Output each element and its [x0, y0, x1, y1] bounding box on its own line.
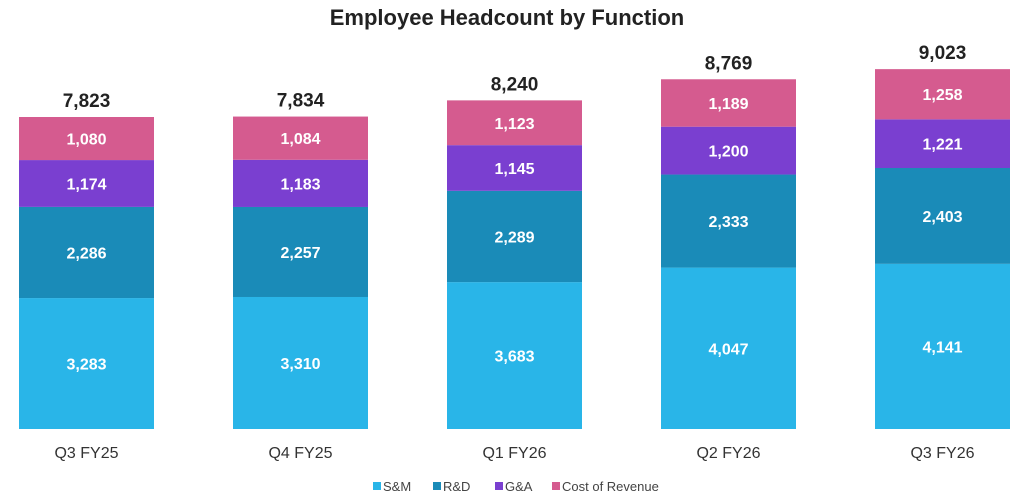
- segment-label: 2,333: [708, 214, 748, 231]
- bar-segment-cost-of-revenue: [661, 79, 796, 127]
- total-label: 8,240: [491, 74, 539, 95]
- segment-label: 2,286: [66, 245, 106, 262]
- bar-segment-r-d: [875, 168, 1010, 264]
- segment-label: 3,683: [494, 349, 534, 366]
- bar-segment-r-d: [661, 174, 796, 268]
- bar-segment-s-m: [661, 267, 796, 429]
- bar-segment-g-a: [233, 159, 368, 207]
- segment-label: 1,123: [494, 116, 534, 133]
- legend-label: Cost of Revenue: [562, 479, 659, 494]
- bar-segment-r-d: [447, 190, 582, 283]
- legend-label: S&M: [383, 479, 411, 494]
- segment-label: 1,084: [280, 131, 320, 148]
- bar-segment-g-a: [875, 119, 1010, 169]
- legend-swatch: [433, 482, 441, 490]
- segment-label: 2,289: [494, 229, 534, 246]
- bar-segment-s-m: [233, 296, 368, 429]
- segment-label: 1,174: [66, 176, 106, 193]
- category-label: Q3 FY25: [54, 445, 118, 462]
- category-label: Q4 FY25: [268, 445, 332, 462]
- bar-segment-g-a: [19, 160, 154, 207]
- legend: S&M R&D G&A Cost of Revenue: [373, 479, 659, 494]
- segment-label: 4,047: [708, 341, 748, 358]
- bar-segment-r-d: [19, 206, 154, 299]
- category-label: Q1 FY26: [482, 445, 546, 462]
- segment-label: 1,189: [708, 96, 748, 113]
- bar-segment-s-m: [875, 263, 1010, 429]
- legend-swatch: [495, 482, 503, 490]
- segment-label: 1,200: [708, 144, 748, 161]
- legend-swatch: [552, 482, 560, 490]
- bar-segment-cost-of-revenue: [233, 116, 368, 160]
- category-label: Q3 FY26: [910, 445, 974, 462]
- chart-title: Employee Headcount by Function: [330, 5, 684, 30]
- segment-label: 2,257: [280, 245, 320, 262]
- legend-label: R&D: [443, 479, 470, 494]
- bar-segment-cost-of-revenue: [875, 69, 1010, 120]
- bar-segment-g-a: [661, 126, 796, 175]
- bar-segment-cost-of-revenue: [447, 100, 582, 146]
- total-label: 7,823: [63, 91, 111, 112]
- legend-swatch: [373, 482, 381, 490]
- bar-segment-cost-of-revenue: [19, 117, 154, 161]
- total-label: 7,834: [277, 91, 325, 112]
- segment-label: 1,145: [494, 161, 534, 178]
- bar-segment-s-m: [19, 298, 154, 429]
- segment-label: 4,141: [922, 339, 962, 356]
- bar-segment-s-m: [447, 282, 582, 429]
- segment-label: 1,080: [66, 132, 106, 149]
- segment-label: 3,310: [280, 356, 320, 373]
- segment-label: 1,183: [280, 176, 320, 193]
- bar-segment-r-d: [233, 206, 368, 297]
- legend-label: G&A: [505, 479, 533, 494]
- total-label: 8,769: [705, 53, 753, 74]
- category-label: Q2 FY26: [696, 445, 760, 462]
- segment-label: 1,221: [922, 137, 962, 154]
- segment-label: 3,283: [66, 357, 106, 374]
- segment-label: 1,258: [922, 87, 962, 104]
- bar-segment-g-a: [447, 145, 582, 191]
- total-label: 9,023: [919, 43, 967, 64]
- segment-label: 2,403: [922, 209, 962, 226]
